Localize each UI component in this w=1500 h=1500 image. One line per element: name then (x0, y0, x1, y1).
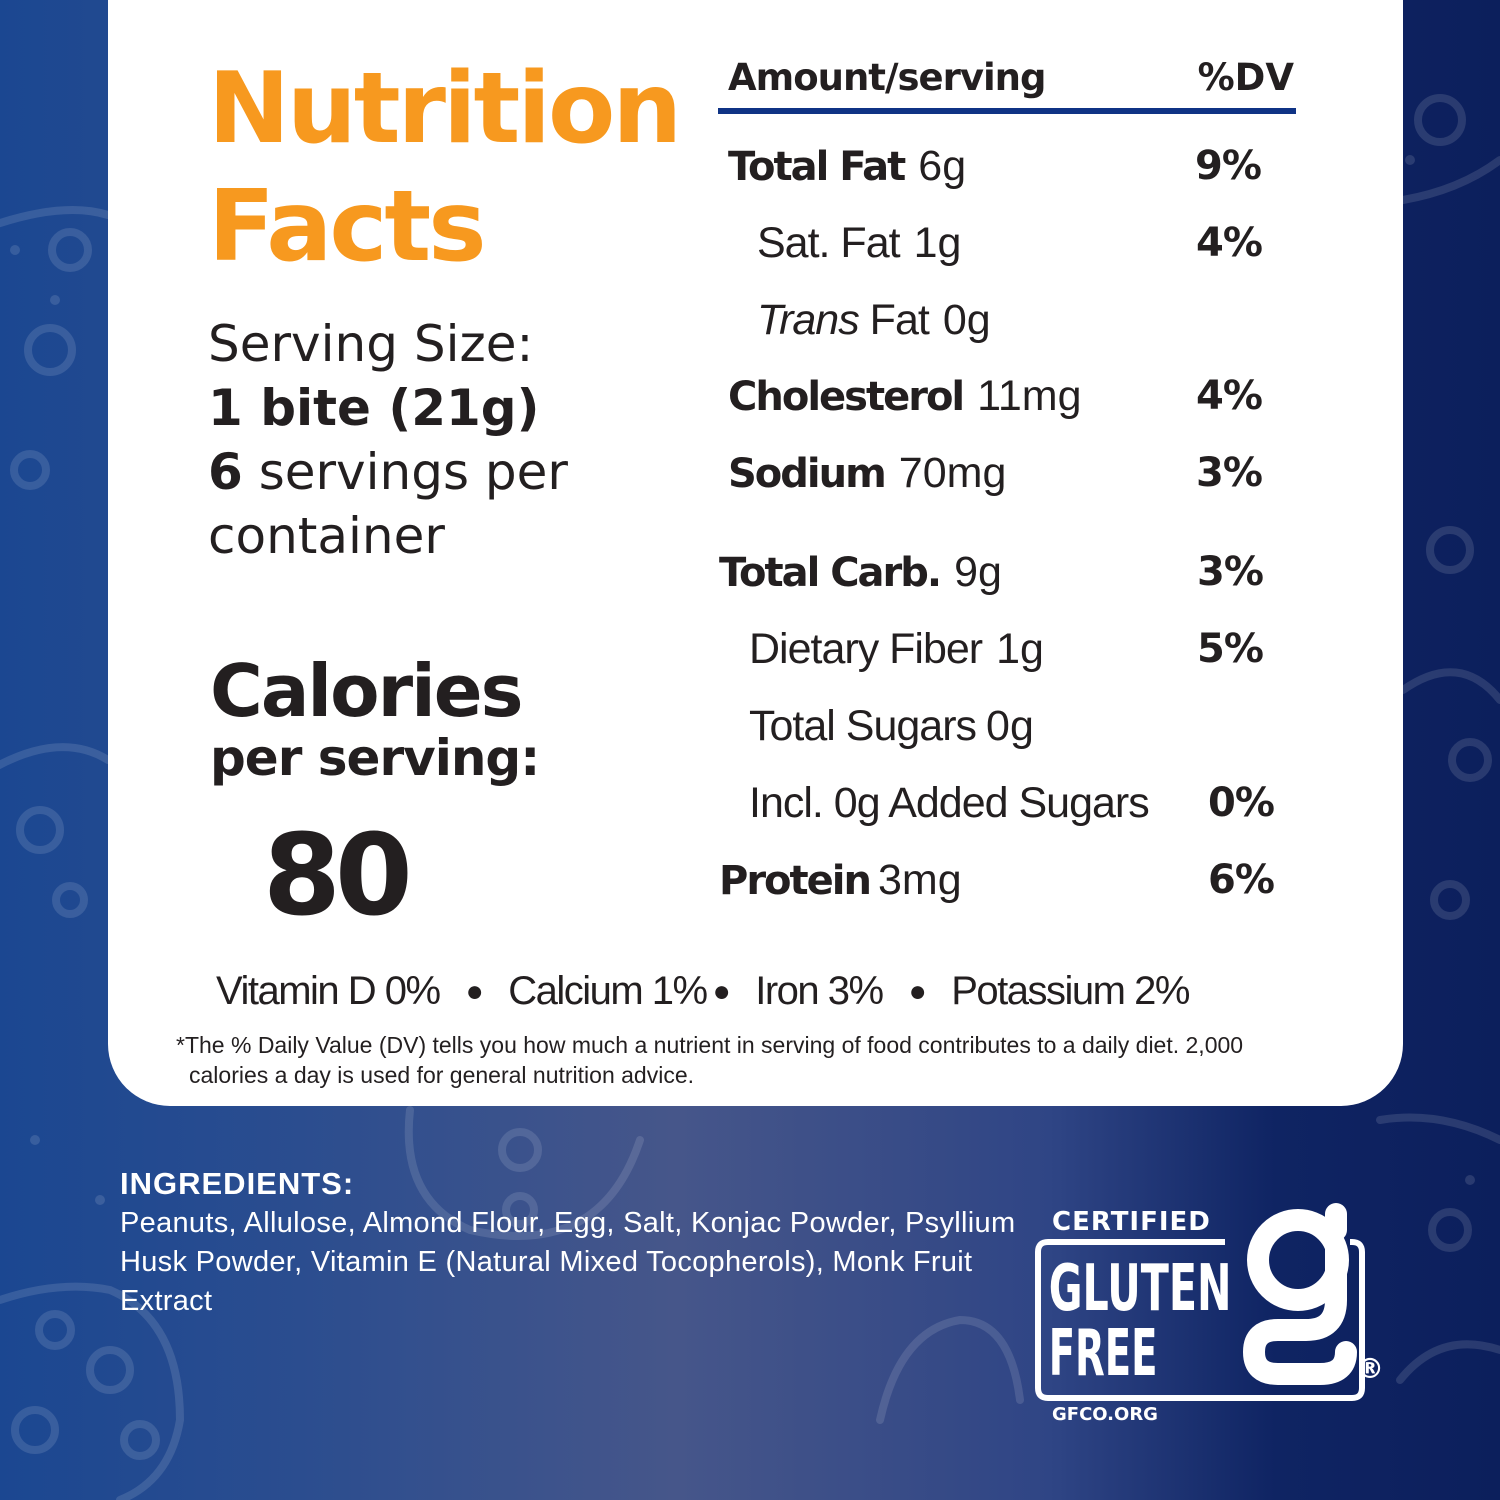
nutrient-label: Cholesterol (728, 374, 965, 420)
header-divider (718, 108, 1296, 114)
registered-mark: ® (1356, 1352, 1384, 1385)
servings-text: servings per (242, 443, 568, 501)
nutrient-amount: 0g (986, 702, 1034, 750)
nutrient-label: Sat. Fat (757, 219, 901, 267)
nutrient-amount: 3mg (877, 856, 962, 904)
nutrient-row-total-fat: Total Fat 6g (728, 138, 966, 194)
title-line-1: Nutrition (208, 52, 682, 166)
bullet-separator: ● (908, 975, 927, 1008)
nutrient-dv-cholesterol: 4% (1196, 373, 1263, 419)
header-amount: Amount/serving (728, 56, 1046, 99)
nutrient-row-protein: Protein 3mg (719, 852, 962, 908)
header-dv: %DV (1197, 56, 1294, 99)
nutrient-dv-sat-fat: 4% (1196, 220, 1263, 266)
ingredients-section: INGREDIENTS: Peanuts, Allulose, Almond F… (120, 1164, 1020, 1321)
nutrient-amount: 1g (996, 625, 1044, 673)
serving-info: Serving Size: 1 bite (21g) 6 servings pe… (208, 312, 568, 568)
nutrient-table-header: Amount/serving %DV (728, 56, 1294, 100)
calories-label: Calories per serving: (210, 649, 540, 787)
servings-text-2: container (208, 507, 445, 565)
servings-count: 6 (208, 443, 243, 501)
gluten-text: GLUTEN (1049, 1252, 1232, 1326)
vitamin-d: Vitamin D 0% (216, 969, 441, 1013)
nutrient-row-trans-fat: Trans Fat 0g (757, 292, 991, 348)
free-text: FREE (1049, 1317, 1158, 1391)
nutrient-label: Total Carb. (719, 550, 942, 596)
calories-subheading: per serving: (210, 729, 540, 787)
nutrient-row-total-carb: Total Carb. 9g (719, 544, 1002, 600)
nutrient-label: Sodium (728, 451, 887, 497)
nutrient-dv-total-carb: 3% (1197, 549, 1264, 595)
nutrient-amount: 9g (954, 548, 1002, 596)
title-line-2: Facts (208, 170, 487, 284)
nutrient-row-dietary-fiber: Dietary Fiber 1g (749, 621, 1044, 677)
nutrient-amount: 0g (942, 296, 991, 344)
ingredients-title: INGREDIENTS: (120, 1166, 355, 1201)
certified-text: CERTIFIED (1052, 1207, 1211, 1237)
nutrient-label: Dietary Fiber (749, 625, 983, 673)
servings-per-container: 6 servings per (208, 440, 568, 504)
nutrient-label: Incl. 0g Added Sugars (749, 779, 1150, 827)
calories-value: 80 (263, 811, 413, 941)
serving-size-value: 1 bite (21g) (208, 379, 540, 437)
nutrient-dv-total-fat: 9% (1195, 143, 1262, 189)
iron: Iron 3% (755, 969, 884, 1013)
nutrient-dv-protein: 6% (1208, 857, 1275, 903)
nutrient-row-cholesterol: Cholesterol 11mg (728, 368, 1082, 424)
nutrient-amount: 1g (913, 219, 962, 267)
nutrient-label-italic: Trans (757, 296, 860, 344)
daily-value-footnote: *The % Daily Value (DV) tells you how mu… (176, 1030, 1346, 1090)
bullet-separator: ● (712, 975, 731, 1008)
nutrition-card: Nutrition Facts Serving Size: 1 bite (21… (108, 0, 1403, 1106)
nutrient-label: Total Fat (728, 144, 906, 190)
nutrient-label: Protein (719, 858, 872, 904)
calcium: Calcium 1% (508, 969, 708, 1013)
nutrient-label: Total Sugars (749, 702, 977, 750)
nutrient-amount: 6g (918, 142, 967, 190)
nutrient-row-added-sugars: Incl. 0g Added Sugars (749, 775, 1150, 831)
footnote-line-1: *The % Daily Value (DV) tells you how mu… (176, 1032, 1244, 1058)
nutrient-amount: 11mg (977, 372, 1082, 420)
footnote-line-2: calories a day is used for general nutri… (189, 1062, 695, 1088)
nutrient-dv-dietary-fiber: 5% (1197, 626, 1264, 672)
calories-heading: Calories (210, 649, 523, 733)
serving-size-label: Serving Size: (208, 315, 534, 373)
nutrient-row-sat-fat: Sat. Fat 1g (757, 215, 961, 271)
nutrient-row-total-sugars: Total Sugars 0g (749, 698, 1034, 754)
nutrition-facts-title: Nutrition Facts (208, 50, 682, 286)
gfco-url: GFCO.ORG (1052, 1404, 1158, 1425)
nutrient-amount: 70mg (898, 449, 1007, 497)
nutrient-row-sodium: Sodium 70mg (728, 445, 1006, 501)
nutrient-dv-added-sugars: 0% (1208, 780, 1275, 826)
nutrient-dv-sodium: 3% (1196, 450, 1263, 496)
bullet-separator: ● (465, 975, 484, 1008)
vitamins-minerals-line: Vitamin D 0% ● Calcium 1% ● Iron 3% ● Potassiu… (216, 963, 1190, 1020)
potassium: Potassium 2% (951, 969, 1190, 1013)
nutrient-label-suffix: Fat (858, 296, 930, 344)
ingredients-list: Peanuts, Allulose, Almond Flour, Egg, Sa… (120, 1207, 1016, 1317)
certified-gluten-free-logo: CERTIFIED GLUTEN FREE ® GFCO.ORG (1035, 1203, 1384, 1425)
